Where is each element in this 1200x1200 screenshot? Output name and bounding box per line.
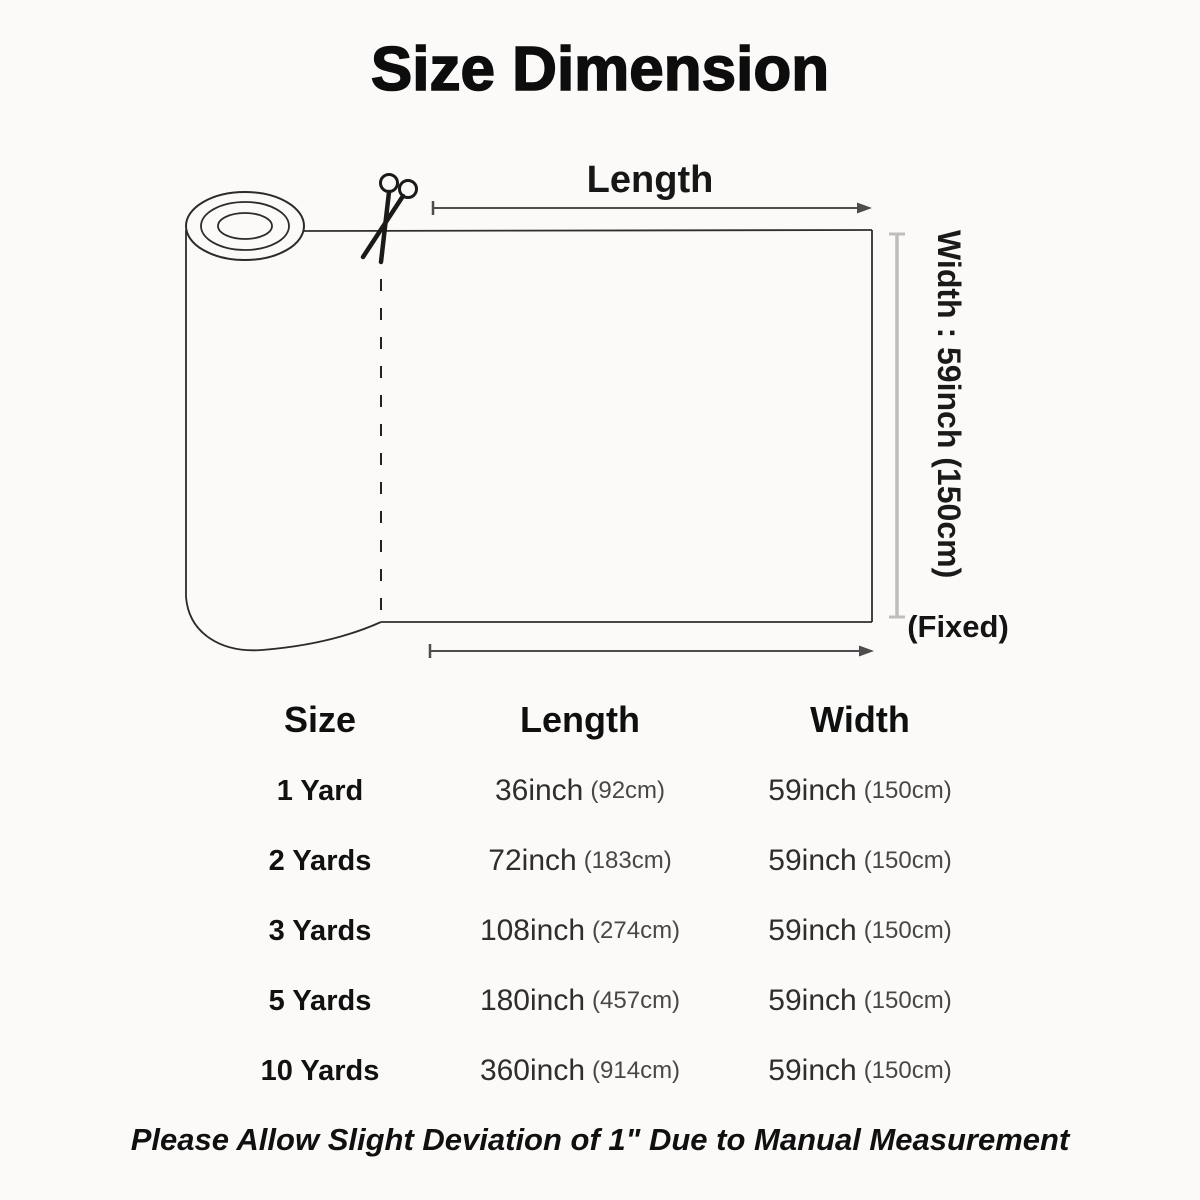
width-cm-value: (150cm): [863, 987, 952, 1014]
scissors-handle-loop: [379, 173, 399, 193]
scissors-blade: [378, 189, 392, 265]
table-row-width: 59inch (150cm): [690, 756, 1030, 826]
length-column-header: Length: [520, 699, 640, 740]
table-row-size: 10 Yards: [260, 1054, 380, 1087]
bottom-length-dimension: [428, 644, 874, 658]
table-row-length: 72inch (183cm): [470, 826, 690, 896]
scissors-icon: [360, 173, 418, 265]
table-row-length: 36inch (92cm): [470, 756, 690, 826]
fabric-roll-diagram: Length Width : 59inch (150cm) (Fixed): [185, 159, 1009, 658]
table-row-width: 59inch (150cm): [690, 896, 1030, 966]
length-inch-value: 180inch: [479, 984, 586, 1017]
length-dimension-arrowhead: [857, 202, 872, 214]
width-dimension-label: Width : 59inch (150cm): [931, 230, 967, 578]
size-table: Size Length Width 1 Yard 36inch (92cm) 5…: [170, 686, 1030, 1106]
roll-middle-ring: [200, 201, 290, 251]
width-inch-value: 59inch: [768, 914, 857, 947]
width-cm-value: (150cm): [863, 1057, 952, 1084]
width-dimension: Width : 59inch (150cm) (Fixed): [889, 230, 1009, 644]
length-cm-value: (457cm): [592, 987, 681, 1014]
width-inch-value: 59inch: [768, 774, 857, 807]
fixed-width-note: (Fixed): [907, 609, 1009, 644]
width-cm-value: (150cm): [863, 777, 952, 804]
width-inch-value: 59inch: [768, 1054, 857, 1087]
page-title: Size Dimension: [370, 34, 830, 105]
fabric-sheet-outline: [302, 229, 873, 623]
table-row-length: 108inch (274cm): [470, 896, 690, 966]
length-inch-value: 72inch: [488, 844, 577, 877]
length-cm-value: (92cm): [590, 777, 666, 804]
length-inch-value: 108inch: [479, 914, 586, 947]
fabric-top-edge: [302, 229, 873, 232]
width-column-header: Width: [810, 699, 910, 740]
length-inch-value: 36inch: [494, 774, 584, 807]
width-inch-value: 59inch: [768, 984, 857, 1017]
width-cm-value: (150cm): [863, 917, 952, 944]
roll-inner-ring: [217, 212, 273, 240]
bottom-dimension-arrowhead: [859, 645, 874, 657]
length-dimension-label: Length: [587, 159, 714, 201]
length-cm-value: (183cm): [583, 847, 672, 874]
length-dimension: Length: [431, 159, 872, 215]
scissors-handle-loop: [398, 179, 418, 199]
roll-body-outline: [185, 230, 382, 652]
table-row-size: 1 Yard: [276, 774, 364, 807]
table-row-length: 360inch (914cm): [470, 1036, 690, 1106]
length-cm-value: (914cm): [592, 1057, 681, 1084]
width-cm-value: (150cm): [863, 847, 952, 874]
length-cm-value: (274cm): [592, 917, 681, 944]
length-inch-value: 360inch: [479, 1054, 586, 1087]
width-inch-value: 59inch: [768, 844, 857, 877]
measurement-disclaimer: Please Allow Slight Deviation of 1" Due …: [130, 1122, 1070, 1157]
fabric-roll: [185, 191, 382, 652]
table-row-width: 59inch (150cm): [690, 1036, 1030, 1106]
table-row-size: 5 Yards: [268, 984, 372, 1017]
table-row-size: 3 Yards: [268, 914, 372, 947]
table-row-length: 180inch (457cm): [470, 966, 690, 1036]
table-row-size: 2 Yards: [268, 844, 372, 877]
size-column-header: Size: [283, 699, 357, 740]
table-row-width: 59inch (150cm): [690, 966, 1030, 1036]
table-row-width: 59inch (150cm): [690, 826, 1030, 896]
